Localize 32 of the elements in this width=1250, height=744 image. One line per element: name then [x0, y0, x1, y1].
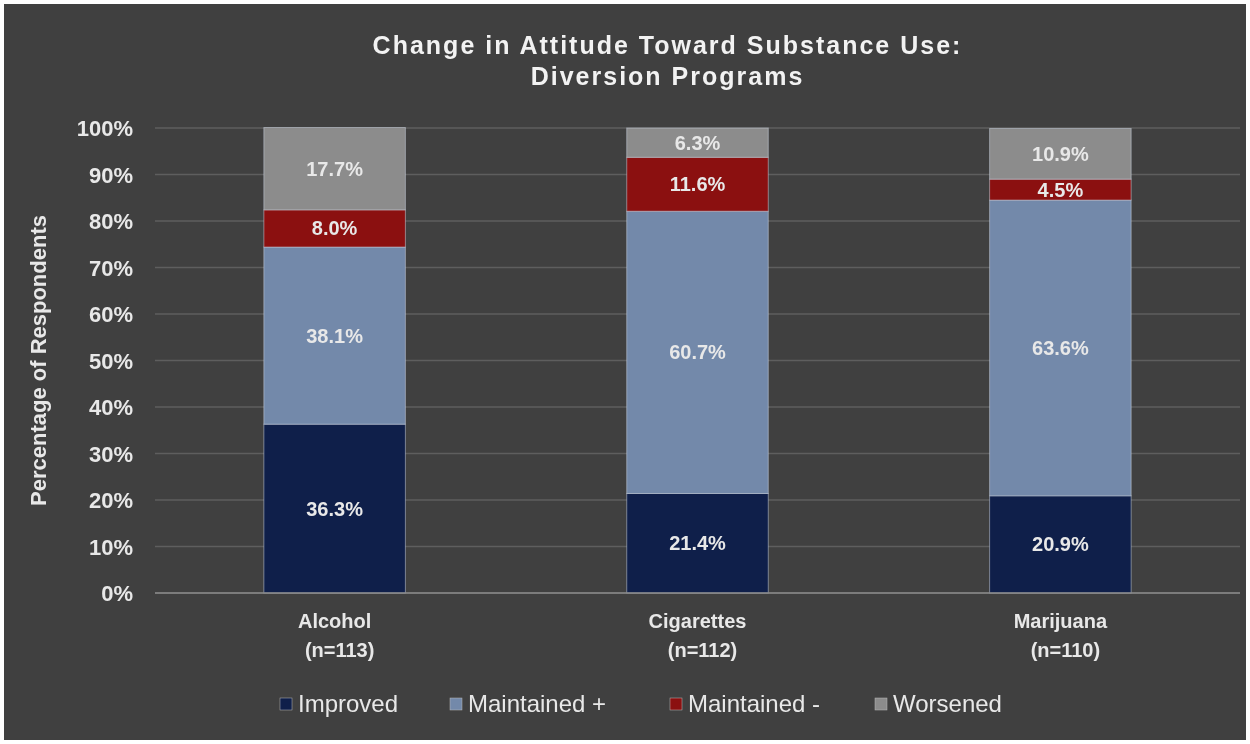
- y-tick-label: 60%: [88, 302, 133, 327]
- data-label: 11.6%: [669, 173, 726, 196]
- data-label: 63.6%: [1032, 336, 1089, 359]
- data-label: 36.3%: [306, 497, 364, 520]
- data-label: 4.5%: [1037, 178, 1084, 201]
- legend-label: Maintained +: [468, 690, 607, 717]
- legend-label: Worsened: [893, 690, 1002, 717]
- x-tick-label: Cigarettes (n=112): [648, 610, 747, 661]
- y-tick-label: 40%: [88, 395, 133, 420]
- y-tick-label: 100%: [76, 116, 133, 141]
- y-tick-label: 10%: [88, 534, 133, 560]
- y-tick-label: 20%: [88, 488, 133, 513]
- legend-label: Improved: [298, 690, 399, 717]
- data-label: 60.7%: [669, 341, 727, 364]
- legend-label: Maintained -: [688, 690, 821, 717]
- x-tick-label: Marijuana (n=110): [1013, 610, 1108, 661]
- y-tick-label: 90%: [88, 162, 133, 188]
- x-tick-label: Alcohol (n=113): [297, 610, 375, 661]
- y-tick-label: 50%: [88, 348, 133, 374]
- y-tick-label: 30%: [88, 441, 133, 467]
- data-label: 6.3%: [674, 131, 721, 154]
- y-axis-title: Percentage of Respondents: [26, 215, 51, 506]
- y-tick-label: 0%: [101, 581, 133, 606]
- y-tick-label: 70%: [88, 255, 133, 281]
- data-label: 10.9%: [1032, 142, 1089, 165]
- y-tick-label: 80%: [88, 209, 133, 234]
- chart-title: Change in Attitude Toward Substance Use: Diversion Programs: [372, 31, 963, 90]
- data-label: 17.7%: [306, 157, 364, 180]
- data-label: 21.4%: [669, 532, 727, 555]
- data-label: 20.9%: [1032, 533, 1089, 556]
- data-label: 8.0%: [311, 217, 358, 240]
- data-label: 38.1%: [306, 324, 364, 347]
